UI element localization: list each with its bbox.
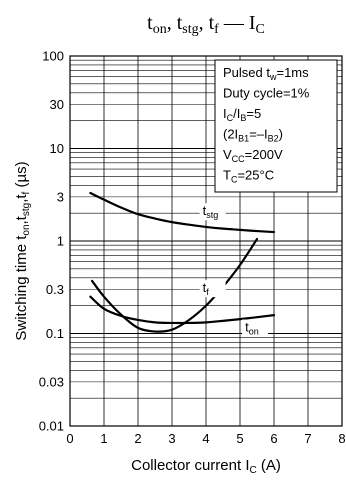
x-tick-label: 1: [100, 431, 107, 446]
series-label-tstg: tstg: [203, 203, 219, 220]
y-tick-label: 10: [50, 141, 64, 156]
series-label-tf: tf: [203, 280, 210, 297]
condition-line: (2IB1=–IB2): [223, 127, 283, 144]
chart-title: ton, tstg, tf — IC: [147, 12, 265, 37]
conditions-box: [214, 59, 338, 193]
y-tick-label: 1: [57, 234, 64, 249]
series-label-ton: ton: [245, 320, 259, 337]
x-tick-label: 7: [304, 431, 311, 446]
y-tick-label: 100: [42, 49, 64, 64]
x-tick-label: 2: [134, 431, 141, 446]
series-label-bg: [199, 280, 226, 298]
plot-frame: [69, 55, 343, 427]
y-tick-label: 0.1: [46, 326, 64, 341]
y-tick-label: 0.01: [39, 419, 64, 434]
condition-line: TC=25°C: [223, 168, 274, 185]
x-tick-label: 4: [202, 431, 209, 446]
series-line-ton: [89, 295, 276, 325]
x-tick-label: 3: [168, 431, 175, 446]
condition-line: IC/IB=5: [223, 106, 261, 123]
series-label-bg: [242, 319, 269, 337]
conditions-group: Pulsed tw=1ms Duty cycle=1% IC/IB=5 (2IB1=–…: [214, 59, 338, 193]
axis-labels-group: Collector current IC (A) Switching time t…: [13, 161, 281, 475]
x-tick-label: 8: [338, 431, 345, 446]
condition-line: Duty cycle=1%: [223, 86, 310, 101]
y-tick-label: 0.3: [46, 282, 64, 297]
x-tick-label: 5: [236, 431, 243, 446]
x-tick-label: 0: [66, 431, 73, 446]
x-axis-label: Collector current IC (A): [131, 457, 281, 476]
series-label-bg: [199, 203, 226, 221]
chart-title-group: ton, tstg, tf — IC: [147, 12, 265, 37]
series-line-tstg: [89, 191, 276, 234]
condition-line: VCC=200V: [223, 147, 283, 164]
x-tick-label: 6: [270, 431, 277, 446]
y-tick-label: 0.03: [39, 374, 64, 389]
y-axis-label: Switching time ton,tstg,tf (µs): [13, 161, 32, 340]
condition-line: Pulsed tw=1ms: [223, 65, 309, 82]
tick-labels-group: 0.01 0.03 0.1 0.3 1 3 10 30 100 0 1 2 3 4 5 6 7 8: [39, 49, 346, 447]
y-tick-label: 3: [57, 189, 64, 204]
y-tick-label: 30: [50, 97, 64, 112]
series-group: tstg tf ton: [89, 191, 276, 337]
series-line-tf: [91, 237, 259, 333]
